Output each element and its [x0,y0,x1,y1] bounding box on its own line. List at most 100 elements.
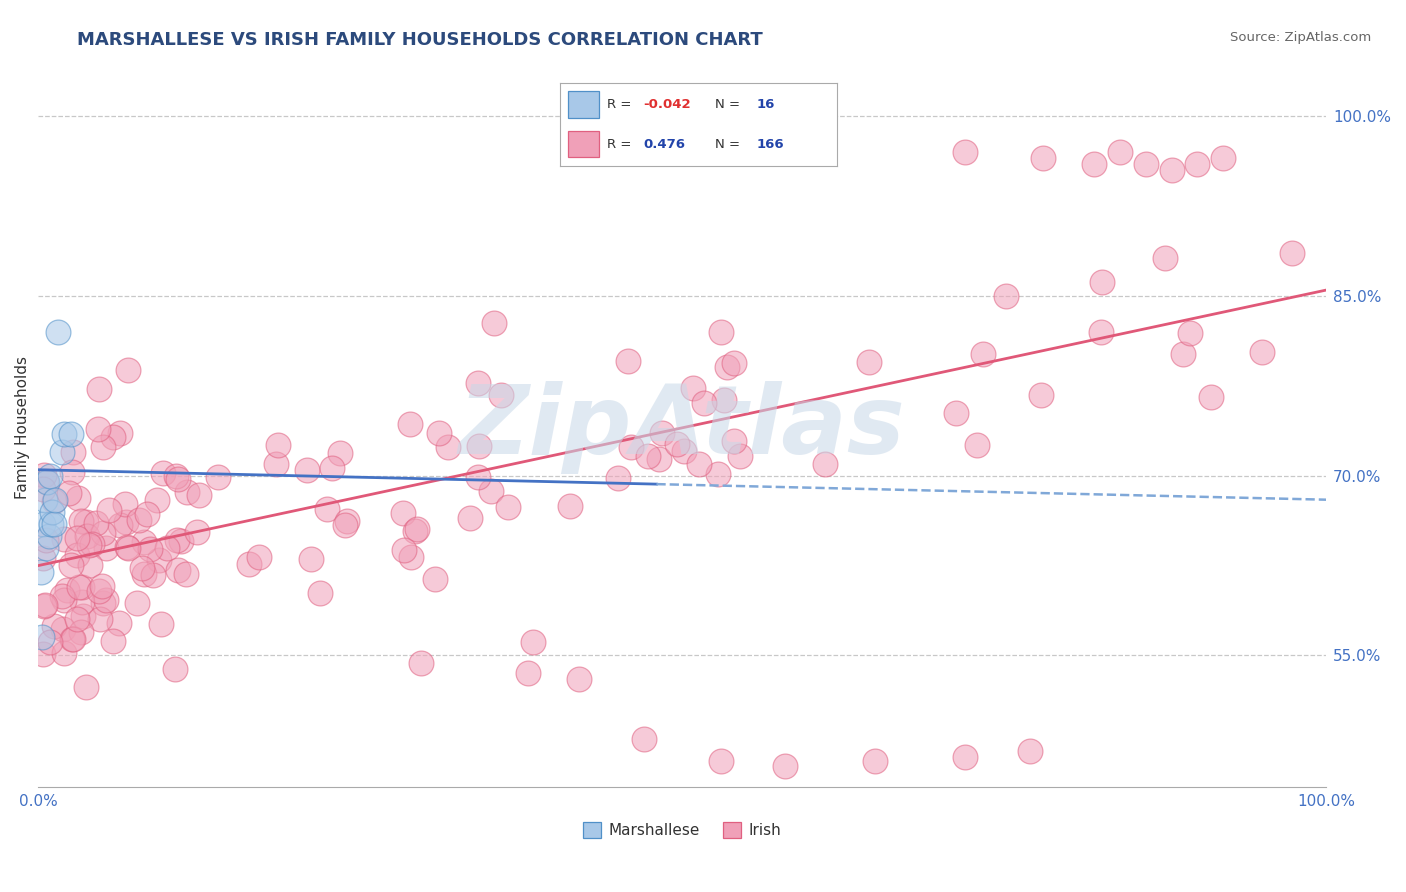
Point [72,580,94,594]
Point [115,541,138,555]
Point [167,472,190,486]
Point [723,434,745,449]
Point [35,474,58,488]
Point [76,529,98,543]
Point [688,457,710,471]
Point [91,596,114,610]
Point [336,514,359,528]
Point [51,444,73,458]
Point [672,443,695,458]
Point [101,634,124,648]
Point [108,425,131,440]
Point [406,522,429,536]
Point [858,355,880,369]
Point [467,469,489,483]
Point [39,468,62,483]
Point [186,525,208,540]
Point [427,425,450,440]
Point [247,549,270,564]
Point [156,541,179,555]
Point [44,619,66,633]
Point [707,467,730,481]
Point [1199,390,1222,404]
Point [31,482,53,496]
Point [152,466,174,480]
Point [59,426,82,441]
Point [58,486,80,500]
Point [773,758,796,772]
Point [103,430,125,444]
Point [423,572,446,586]
Point [1083,157,1105,171]
Point [62,632,84,646]
Point [60,558,83,572]
Point [1160,163,1182,178]
Point [309,586,332,600]
Point [91,440,114,454]
Point [321,460,343,475]
Point [713,392,735,407]
Point [56,583,79,598]
Point [62,445,84,459]
Point [467,376,489,390]
Point [666,437,689,451]
Point [568,673,591,687]
Point [31,631,53,645]
Point [174,567,197,582]
Point [267,438,290,452]
Point [437,440,460,454]
Point [134,566,156,581]
Point [187,487,209,501]
Point [87,584,110,599]
Point [34,533,56,547]
Point [398,417,420,431]
Point [329,446,352,460]
Point [79,558,101,572]
Point [1281,245,1303,260]
Point [163,662,186,676]
Text: MARSHALLESE VS IRISH FAMILY HOUSEHOLDS CORRELATION CHART: MARSHALLESE VS IRISH FAMILY HOUSEHOLDS C… [77,31,763,49]
Point [77,538,100,552]
Point [52,646,75,660]
Point [682,381,704,395]
Point [166,533,188,548]
Point [633,732,655,747]
Point [945,406,967,420]
Point [60,465,83,479]
Point [38,528,60,542]
Point [32,516,55,531]
Point [558,499,581,513]
Point [238,558,260,572]
Point [42,493,65,508]
Y-axis label: Family Households: Family Households [15,356,30,500]
Point [114,497,136,511]
Point [955,750,977,764]
Point [46,325,69,339]
Point [498,500,520,515]
Point [522,635,544,649]
Point [32,599,55,613]
Point [51,589,73,603]
Point [1031,388,1053,402]
Point [966,438,988,452]
Point [710,325,733,339]
Point [60,632,83,646]
Point [117,363,139,377]
Point [516,666,538,681]
Point [1153,252,1175,266]
Point [411,656,433,670]
Point [482,316,505,330]
Point [135,507,157,521]
Point [637,449,659,463]
Point [648,451,671,466]
Point [1212,152,1234,166]
Point [865,754,887,768]
Point [170,533,193,548]
Point [1090,325,1112,339]
Point [32,468,55,483]
Point [333,518,356,533]
Point [75,515,97,529]
Point [148,553,170,567]
Point [72,609,94,624]
Point [468,439,491,453]
